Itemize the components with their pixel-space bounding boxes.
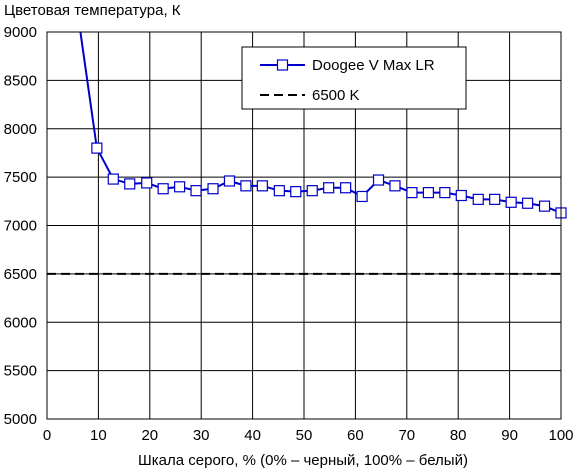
x-tick-label: 30 [193,427,210,444]
x-tick-label: 50 [296,427,313,444]
y-tick-label: 7000 [4,218,37,235]
data-point [472,193,484,205]
x-tick-label: 80 [450,427,467,444]
data-point [190,185,202,197]
data-point [91,142,103,154]
y-tick-label: 5000 [4,411,37,428]
y-tick-label: 7500 [4,169,37,186]
data-point [389,180,401,192]
x-tick-label: 40 [244,427,261,444]
data-point [323,182,335,194]
data-point [538,200,551,212]
legend: Doogee V Max LR 6500 K [241,46,467,110]
data-point [240,180,252,192]
plot-frame [46,31,562,420]
data-point [372,174,385,186]
x-tick-label: 20 [141,427,158,444]
data-point [455,189,467,202]
y-tick-label: 9000 [4,24,37,41]
axis-ticks: 0 10 20 30 40 50 60 70 80 90 100 5000 5500 6000 6500 70… [4,24,574,444]
data-point [340,182,352,194]
data-point [521,197,534,209]
x-tick-label: 100 [548,427,573,444]
chart-title: Цветовая температура, К [4,2,181,19]
y-tick-label: 6000 [4,314,37,331]
data-point [223,175,236,187]
data-point [406,187,418,199]
data-point [157,183,169,195]
legend-label-6500k: 6500 K [312,87,360,104]
data-point [256,180,268,192]
data-point [489,193,501,205]
x-tick-label: 90 [501,427,518,444]
y-tick-label: 8000 [4,121,37,138]
x-tick-label: 60 [347,427,364,444]
data-point [422,187,434,199]
data-point [141,177,153,189]
data-point [356,190,368,203]
x-tick-label: 70 [398,427,415,444]
data-point [290,186,302,198]
y-tick-label: 8500 [4,72,37,89]
x-tick-label: 10 [90,427,107,444]
data-point [174,181,186,193]
data-point [439,187,451,199]
y-tick-label: 5500 [4,363,37,380]
data-point [306,185,318,197]
legend-marker-doogee [276,59,289,71]
data-point [505,196,517,208]
y-tick-label: 6500 [4,266,37,283]
data-point [107,173,119,185]
series-layer [47,32,567,275]
legend-label-doogee: Doogee V Max LR [312,57,435,74]
x-axis-label: Шкала серого, % (0% – черный, 100% – бел… [138,452,468,469]
data-point [273,185,285,197]
data-point [124,178,136,190]
data-point [207,183,219,195]
x-tick-label: 0 [43,427,51,444]
legend-box [241,46,467,110]
